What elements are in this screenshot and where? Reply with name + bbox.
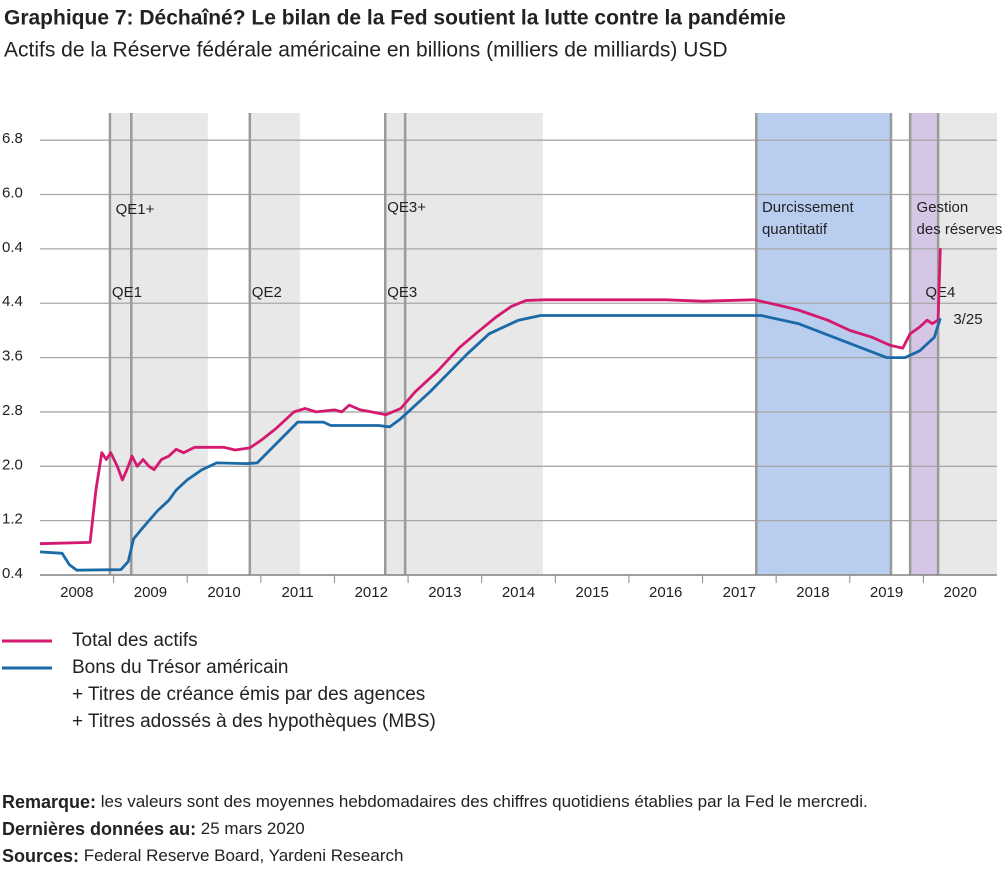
footnote-text: 25 mars 2020 (196, 819, 305, 838)
annotation: QE1+ (116, 201, 155, 218)
x-tick-label: 2011 (282, 584, 314, 601)
y-tick-label: 4.4 (2, 293, 23, 310)
annotation: quantitatif (762, 221, 828, 238)
y-tick-label: 6.8 (2, 130, 23, 147)
x-tick-label: 2018 (796, 584, 829, 601)
footnote-label: Sources: (2, 846, 79, 866)
y-tick-label: 3.6 (2, 348, 23, 365)
x-tick-label: 2020 (944, 584, 977, 601)
x-tick-label: 2019 (870, 584, 903, 601)
footnote-text: Federal Reserve Board, Yardeni Research (79, 846, 403, 865)
legend-label: Total des actifs (72, 630, 198, 651)
annotation: des réserves (917, 221, 1003, 238)
annotation: 3/25 (953, 311, 982, 328)
period-band (109, 113, 208, 575)
period-band (910, 113, 939, 575)
x-tick-label: 2017 (723, 584, 756, 601)
chart-subtitle: Actifs de la Réserve fédérale américaine… (4, 39, 728, 62)
annotation: QE4 (925, 284, 955, 301)
annotation: QE3+ (387, 199, 426, 216)
legend-note: + Titres adossés à des hypothèques (MBS) (72, 711, 436, 732)
annotation: QE3 (387, 284, 417, 301)
y-tick-label: 0.4 (2, 239, 23, 256)
footnote-text: les valeurs sont des moyennes hebdomadai… (96, 792, 868, 811)
legend-label: Bons du Trésor américain (72, 657, 289, 678)
footnote: Dernières données au: 25 mars 2020 (2, 819, 305, 839)
footnote: Sources: Federal Reserve Board, Yardeni … (2, 846, 403, 866)
x-tick-label: 2010 (207, 584, 240, 601)
chart-title: Graphique 7: Déchaîné? Le bilan de la Fe… (4, 7, 786, 30)
annotation: QE1 (112, 284, 142, 301)
legend-note: + Titres de créance émis par des agences (72, 684, 425, 705)
x-tick-label: 2015 (575, 584, 608, 601)
period-band (249, 113, 300, 575)
y-tick-label: 0.4 (2, 565, 23, 582)
y-tick-label: 6.0 (2, 184, 23, 201)
x-tick-label: 2012 (355, 584, 388, 601)
series-line (39, 314, 942, 572)
annotation: QE2 (252, 284, 282, 301)
footnote-label: Dernières données au: (2, 819, 196, 839)
footnote: Remarque: les valeurs sont des moyennes … (2, 792, 868, 812)
x-tick-label: 2014 (502, 584, 535, 601)
period-band (756, 113, 891, 575)
y-tick-label: 2.0 (2, 456, 23, 473)
x-tick-label: 2009 (134, 584, 167, 601)
footnote-label: Remarque: (2, 792, 96, 812)
x-tick-label: 2008 (60, 584, 93, 601)
x-tick-label: 2016 (649, 584, 682, 601)
annotation: Durcissement (762, 199, 855, 216)
y-tick-label: 1.2 (2, 511, 23, 528)
series-line (39, 248, 942, 546)
y-tick-label: 2.8 (2, 402, 23, 419)
x-tick-label: 2013 (428, 584, 461, 601)
annotation: Gestion (917, 199, 969, 216)
